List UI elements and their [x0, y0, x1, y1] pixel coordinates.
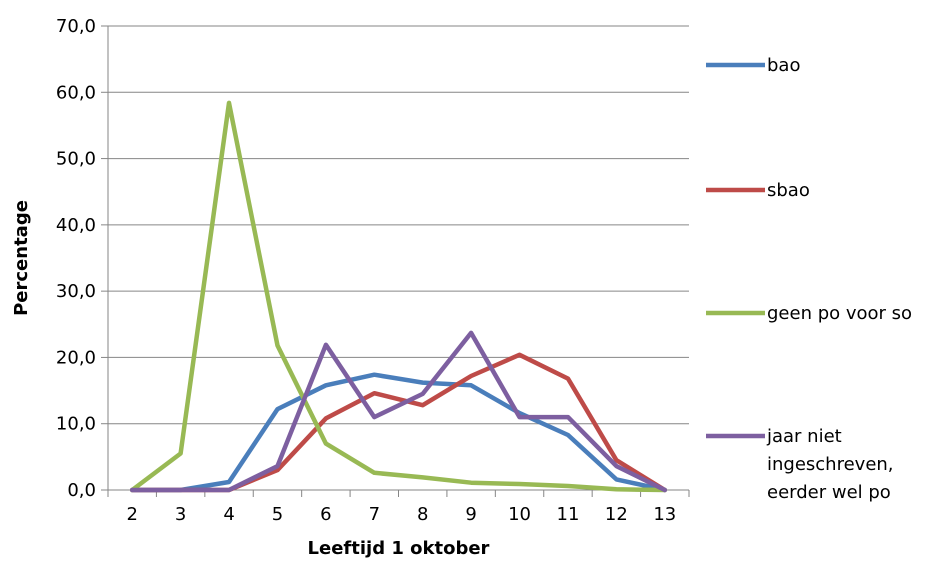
legend-label: ingeschreven,: [767, 454, 894, 475]
axes: [101, 25, 690, 497]
x-tick-label: 4: [223, 504, 234, 525]
x-tick-label: 12: [605, 504, 628, 525]
legend-label: bao: [767, 55, 800, 76]
series-lines: [129, 100, 668, 493]
y-tick-label: 10,0: [56, 414, 96, 435]
y-tick-label: 30,0: [56, 281, 96, 302]
series-line-3: [129, 100, 668, 493]
x-tick-label: 13: [653, 504, 676, 525]
x-tick-label: 9: [465, 504, 476, 525]
y-tick-label: 70,0: [56, 16, 96, 37]
x-tick-label: 2: [126, 504, 137, 525]
y-tick-label: 50,0: [56, 149, 96, 170]
y-tick-label: 20,0: [56, 347, 96, 368]
x-tick-label: 3: [175, 504, 186, 525]
x-tick-label: 8: [417, 504, 428, 525]
legend-label: eerder wel po: [767, 482, 891, 503]
legend-label: geen po voor so: [767, 303, 912, 324]
y-tick-label: 0,0: [67, 480, 96, 501]
x-tick-label: 6: [320, 504, 331, 525]
x-tick-label: 10: [508, 504, 531, 525]
y-axis-title: Percentage: [11, 200, 32, 316]
x-tick-label: 11: [557, 504, 580, 525]
series-line-2: [129, 352, 668, 493]
tick-labels: 0,0 10,0 20,0 30,0 40,0 50,0 60,0 70,0 2 3 4 5 6 7 8 9 1…: [56, 16, 676, 525]
legend-label: sbao: [767, 180, 810, 201]
legend: bao sbao geen po voor so jaar niet ingeschre…: [706, 55, 912, 503]
y-tick-label: 60,0: [56, 82, 96, 103]
series-line-4: [129, 330, 668, 493]
x-axis-title: Leeftijd 1 oktober: [308, 538, 490, 559]
legend-label: jaar niet: [766, 426, 842, 447]
x-tick-label: 5: [272, 504, 283, 525]
x-tick-label: 7: [369, 504, 380, 525]
y-tick-label: 40,0: [56, 215, 96, 236]
series-line-1: [129, 372, 668, 493]
